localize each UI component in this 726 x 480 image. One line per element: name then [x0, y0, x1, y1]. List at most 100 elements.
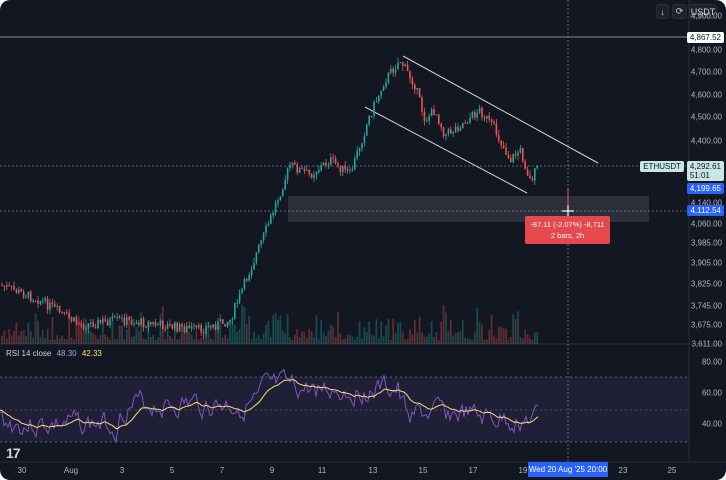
- volume-bar: [200, 337, 203, 344]
- candle-body: [157, 324, 159, 326]
- volume-bar: [209, 338, 212, 344]
- volume-bar: [322, 332, 325, 344]
- candle-body: [3, 285, 6, 287]
- volume-bar: [361, 338, 363, 344]
- candle-body: [368, 115, 370, 125]
- download-icon[interactable]: ↓: [656, 4, 669, 19]
- candle-body: [260, 240, 262, 245]
- price-axis-label: 4,140.00: [690, 198, 722, 208]
- candle-body: [392, 68, 394, 73]
- channel-upper-line[interactable]: [402, 55, 599, 164]
- candle-body: [366, 124, 368, 136]
- volume-bar: [521, 338, 524, 344]
- volume-bar: [44, 338, 47, 344]
- volume-bar: [337, 312, 339, 344]
- candle-body: [330, 157, 332, 165]
- volume-bar: [476, 307, 479, 344]
- candle-body: [73, 317, 75, 322]
- candle-body: [102, 319, 104, 323]
- candle-body: [483, 117, 486, 119]
- candle-body: [507, 154, 510, 159]
- rsi-legend[interactable]: RSI 14 close 48.30 42.33: [6, 349, 102, 358]
- candle-body: [70, 317, 73, 322]
- measure-bars: 2 bars, 2h: [550, 231, 585, 240]
- candle-body: [502, 145, 505, 148]
- volume-bar: [135, 327, 138, 344]
- candle-body: [121, 317, 123, 319]
- volume-bar: [51, 317, 54, 344]
- candle-body: [524, 161, 526, 170]
- volume-bar: [351, 336, 354, 344]
- volume-bar: [529, 338, 531, 344]
- volume-bar: [39, 336, 42, 344]
- candle-body: [198, 325, 200, 328]
- channel-lower-line[interactable]: [364, 106, 528, 194]
- tradingview-logo[interactable]: 17: [6, 445, 21, 461]
- volume-bar: [68, 313, 71, 344]
- candle-body: [44, 298, 46, 301]
- volume-bar: [483, 339, 486, 344]
- volume-bar: [452, 335, 455, 344]
- candle-body: [46, 298, 49, 310]
- candle-body: [226, 321, 229, 327]
- volume-bar: [509, 337, 512, 344]
- volume-bar: [327, 330, 330, 344]
- candle-body: [471, 111, 474, 118]
- candle-body: [378, 95, 380, 102]
- volume-bar: [49, 339, 51, 344]
- volume-bar: [392, 318, 395, 344]
- currency-button[interactable]: USDT: [689, 4, 717, 19]
- candle-body: [58, 305, 61, 313]
- volume-bar: [454, 332, 457, 344]
- candle-body: [15, 289, 18, 293]
- volume-bar: [279, 315, 282, 344]
- volume-bar: [111, 320, 114, 344]
- volume-bar: [219, 314, 222, 344]
- volume-bar: [471, 339, 474, 344]
- candle-body: [246, 279, 248, 281]
- volume-bar: [214, 330, 217, 344]
- volume-bar: [185, 329, 188, 344]
- candle-body: [505, 147, 507, 155]
- candle-body: [339, 165, 342, 173]
- volume-bar: [87, 325, 90, 344]
- candle-body: [334, 158, 337, 164]
- volume-bar: [502, 328, 505, 344]
- volume-bar: [274, 312, 277, 344]
- volume-bar: [80, 322, 83, 344]
- candle-body: [142, 318, 145, 328]
- volume-bar: [401, 331, 404, 344]
- candle-body: [63, 311, 66, 313]
- volume-bar: [490, 315, 493, 344]
- volume-bar: [298, 337, 301, 344]
- candle-body: [212, 324, 214, 328]
- time-axis-label: 7: [219, 466, 225, 475]
- rsi-axis-label: 80.00: [701, 357, 722, 367]
- volume-bar: [34, 313, 37, 344]
- candle-body: [174, 322, 176, 329]
- candle-body: [270, 215, 272, 225]
- candle-body: [253, 262, 255, 270]
- candle-body: [18, 289, 20, 293]
- candle-body: [195, 325, 198, 328]
- candle-body: [394, 69, 397, 73]
- candle-body: [310, 173, 313, 179]
- time-axis-label: 17: [468, 466, 478, 475]
- volume-bar: [363, 327, 366, 344]
- candle-body: [255, 252, 258, 263]
- refresh-icon[interactable]: ⟳: [672, 4, 687, 19]
- candle-body: [385, 82, 387, 88]
- candle-body: [186, 325, 188, 332]
- volume-bar: [101, 318, 104, 344]
- volume-bar: [272, 315, 275, 344]
- time-crosshair-label: Wed 20 Aug '25 20:00: [528, 462, 608, 477]
- volume-bar: [257, 334, 260, 344]
- volume-bar: [368, 321, 371, 344]
- volume-bar: [440, 321, 443, 344]
- volume-bar: [193, 338, 195, 344]
- volume-bar: [394, 332, 397, 344]
- candle-body: [87, 323, 90, 329]
- volume-bar: [166, 330, 169, 344]
